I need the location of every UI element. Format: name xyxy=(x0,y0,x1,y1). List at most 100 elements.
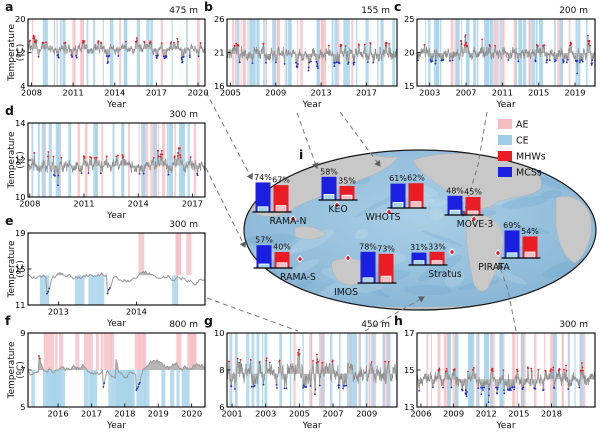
ce-band xyxy=(316,19,320,86)
mcs-event-dot xyxy=(591,62,593,65)
mhw-event-dot xyxy=(135,40,138,43)
ce-sub-bar xyxy=(362,277,374,284)
mcs-pct-label: 74% xyxy=(254,173,272,182)
ce-band xyxy=(487,333,489,407)
mcs-event-dot xyxy=(307,66,310,69)
ce-band xyxy=(310,333,313,407)
ae-band xyxy=(493,333,495,407)
ce-band xyxy=(365,19,369,86)
mcs-bar xyxy=(360,251,376,283)
ce-sub-bar xyxy=(413,260,425,266)
mcs-event-dot xyxy=(262,383,265,386)
temperature-series-line xyxy=(226,349,398,395)
ce-band xyxy=(457,19,460,86)
ae-band xyxy=(95,333,99,370)
y-tick-label: 16 xyxy=(214,81,225,91)
y-tick-label: 11 xyxy=(15,300,26,310)
mhw-event-dot xyxy=(83,40,86,42)
ce-band xyxy=(439,19,442,86)
mcs-event-dot xyxy=(70,54,73,57)
x-tick-label: 2009 xyxy=(265,88,286,98)
depth-label: 300 m xyxy=(559,320,588,330)
x-tick-label: 2012 xyxy=(476,409,497,419)
mhw-event-dot xyxy=(358,44,360,47)
mcs-event-dot xyxy=(477,387,480,390)
mhw-event-dot xyxy=(265,359,268,362)
mhw-event-dot xyxy=(278,359,281,362)
ae-sub-bar xyxy=(276,262,288,269)
ae-band xyxy=(322,333,325,407)
ce-band xyxy=(484,19,486,86)
mcs-event-dot xyxy=(548,59,551,62)
mcs-event-dot xyxy=(109,287,111,289)
mcs-event-dot xyxy=(482,389,484,391)
mhw-pct-label: 40% xyxy=(273,243,291,252)
mcs-event-dot xyxy=(99,172,102,175)
ae-band xyxy=(32,19,34,86)
mcs-event-dot xyxy=(157,54,159,57)
mhw-event-dot xyxy=(176,37,179,40)
mhw-event-dot xyxy=(159,155,162,158)
ce-band xyxy=(83,370,89,407)
ocean-texture xyxy=(351,280,391,298)
ocean-texture xyxy=(416,198,449,207)
mcs-event-dot xyxy=(285,387,288,390)
ae-band xyxy=(583,333,586,407)
ocean-texture xyxy=(291,259,320,274)
mcs-event-dot xyxy=(517,60,520,63)
station-name-label: RAMA-S xyxy=(280,272,316,283)
ae-band xyxy=(138,233,145,276)
y-tick-label: 13 xyxy=(404,402,415,412)
mhw-event-dot xyxy=(327,44,330,47)
mcs-event-dot xyxy=(465,393,468,395)
y-tick-label: 19 xyxy=(15,228,26,238)
mhw-event-dot xyxy=(237,44,240,47)
y-tick-label: 12 xyxy=(15,48,26,58)
ce-band xyxy=(483,333,487,407)
mcs-pct-label: 58% xyxy=(320,167,338,176)
mcs-event-dot xyxy=(57,56,60,59)
mcs-event-dot xyxy=(180,58,183,61)
ce-band xyxy=(166,123,169,197)
mhw-event-dot xyxy=(157,149,159,152)
ocean-texture xyxy=(403,284,453,296)
mcs-event-dot xyxy=(545,61,548,64)
y-tick-label: 21 xyxy=(214,48,225,58)
x-axis-label: Year xyxy=(302,100,322,110)
ae-band xyxy=(193,123,197,197)
x-tick-label: 2005 xyxy=(289,409,310,419)
ae-band xyxy=(534,333,537,407)
station-name-label: PIRATA xyxy=(478,262,510,273)
mcs-event-dot xyxy=(496,388,499,391)
ae-band xyxy=(119,19,122,86)
ce-band xyxy=(574,333,576,407)
legend-label: AE xyxy=(516,120,529,131)
mcs-event-dot xyxy=(167,173,170,176)
ocean-texture xyxy=(540,190,563,199)
mcs-event-dot xyxy=(182,55,185,58)
mhw-event-dot xyxy=(116,154,119,157)
mhw-event-dot xyxy=(463,44,466,47)
station-pirata: 69%54% PIRATA xyxy=(478,221,541,273)
y-tick-label: 14 xyxy=(15,118,26,128)
mcs-event-dot xyxy=(434,62,437,65)
mhw-event-dot xyxy=(550,368,552,370)
station-name-label: IMOS xyxy=(334,287,358,298)
ce-band xyxy=(89,370,93,407)
y-tick-label: 26 xyxy=(214,14,225,24)
mcs-event-dot xyxy=(487,401,490,404)
depth-label: 800 m xyxy=(169,320,198,330)
mcs-event-dot xyxy=(337,386,340,389)
mcs-event-dot xyxy=(37,55,40,58)
ae-band xyxy=(100,333,104,370)
mcs-event-dot xyxy=(442,58,445,61)
y-tick-label: 15 xyxy=(404,365,415,375)
mcs-event-dot xyxy=(449,59,451,62)
temperature-series-line xyxy=(416,35,596,74)
ce-band xyxy=(146,19,150,86)
ae-band xyxy=(373,333,377,407)
mcs-event-dot xyxy=(503,392,506,395)
mhw-event-dot xyxy=(268,361,271,364)
ce-band xyxy=(251,19,255,86)
x-axis-label: Year xyxy=(496,421,516,431)
